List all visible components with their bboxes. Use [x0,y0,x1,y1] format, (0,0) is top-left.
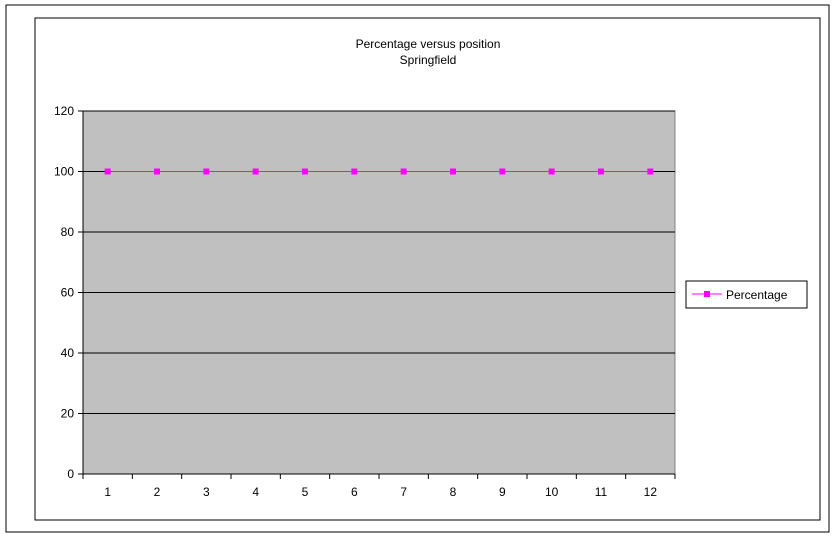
data-point [647,168,654,175]
data-point [400,168,407,175]
data-point [104,168,111,175]
x-tick-label: 8 [450,485,457,499]
y-tick-label: 120 [54,104,74,118]
data-point [499,168,506,175]
data-point [203,168,210,175]
y-tick-label: 60 [61,286,75,300]
data-point [351,168,358,175]
legend-series-label: Percentage [726,288,788,302]
series-group [104,168,654,175]
x-tick-label: 6 [351,485,358,499]
y-tick-label: 100 [54,165,74,179]
x-tick-label: 7 [400,485,407,499]
x-tick-label: 11 [595,485,608,499]
legend-series-marker [704,291,710,297]
data-point [598,168,604,175]
x-tick-label: 1 [104,485,111,499]
x-tick-label: 12 [644,485,658,499]
data-point [548,168,555,175]
x-tick-label: 4 [252,485,259,499]
x-axis-ticks: 1 2 3 4 5 6 7 8 9 10 11 12 [82,474,676,499]
x-tick-label: 5 [302,485,309,499]
x-tick-label: 9 [499,485,506,499]
data-point [302,168,308,175]
legend: Percentage [685,280,808,309]
data-point [450,168,456,175]
chart-subtitle: Springfield [400,53,457,67]
data-point [252,168,259,175]
data-point [154,168,160,175]
y-axis-ticks: 0 20 40 60 80 100 120 [54,104,83,481]
y-tick-label: 20 [61,407,75,421]
chart-title: Percentage versus position [356,37,501,51]
x-tick-label: 2 [154,485,161,499]
y-tick-label: 0 [67,467,74,481]
y-tick-label: 40 [61,346,75,360]
x-tick-label: 10 [545,485,559,499]
y-tick-label: 80 [61,225,75,239]
x-tick-label: 3 [203,485,210,499]
